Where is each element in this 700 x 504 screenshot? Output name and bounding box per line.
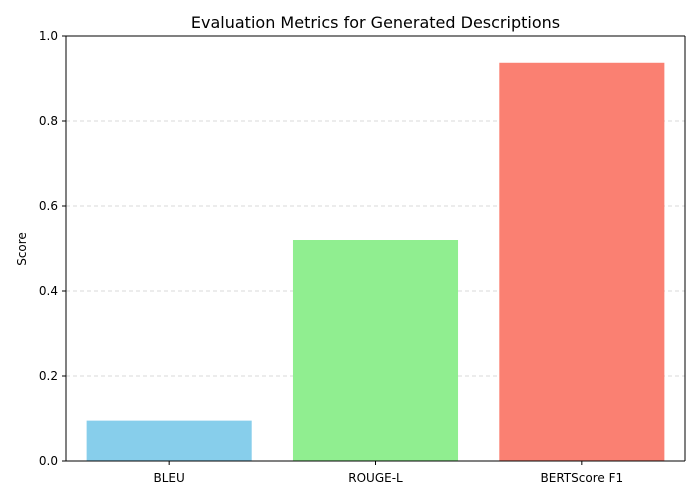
bar-rouge-l (292, 240, 459, 461)
x-tick-label: BERTScore F1 (541, 471, 624, 485)
chart-title: Evaluation Metrics for Generated Descrip… (191, 13, 560, 32)
y-tick-label: 1.0 (39, 29, 58, 43)
y-tick-label: 0.4 (39, 284, 58, 298)
y-ticks: 0.0 0.2 0.4 0.6 0.8 1.0 (39, 29, 66, 468)
x-tick-label: ROUGE-L (348, 471, 403, 485)
y-axis-label: Score (15, 232, 29, 266)
bar-bleu (86, 420, 252, 461)
y-tick-label: 0.0 (39, 454, 58, 468)
bars (86, 62, 665, 462)
y-tick-label: 0.2 (39, 369, 58, 383)
bar-bertscore-f1 (499, 62, 665, 462)
x-ticks: BLEU ROUGE-L BERTScore F1 (154, 461, 624, 485)
y-tick-label: 0.8 (39, 114, 58, 128)
y-tick-label: 0.6 (39, 199, 58, 213)
x-tick-label: BLEU (154, 471, 185, 485)
